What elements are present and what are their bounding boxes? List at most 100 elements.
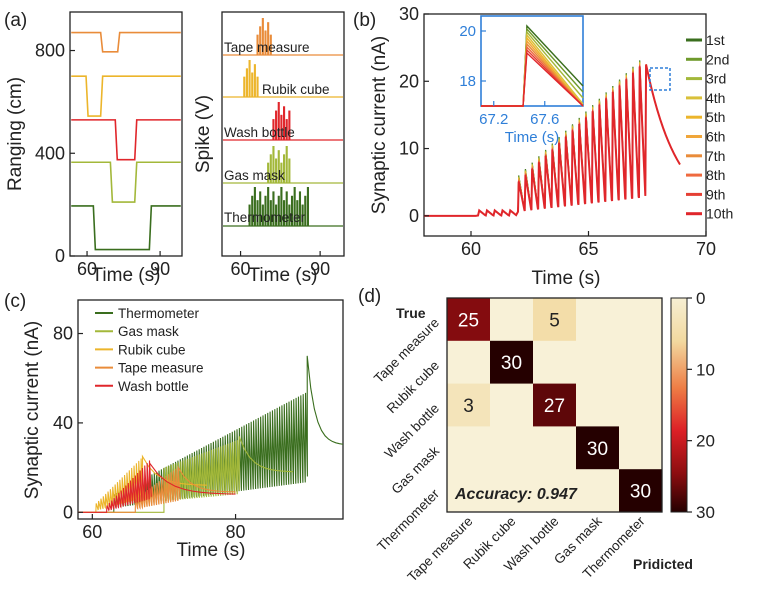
spike-bar: [285, 119, 288, 140]
spike-bar: [288, 110, 291, 140]
b-inset-ytick-label: 20: [459, 23, 476, 40]
c-trace-wash-bottle: [78, 460, 236, 513]
spike-bar: [285, 146, 288, 183]
spike-bar: [280, 162, 283, 183]
spike-xlabel: Time (s): [249, 265, 318, 286]
spike-bar: [269, 154, 272, 183]
c-frame: [77, 299, 344, 520]
spike-bar: [285, 191, 288, 226]
spike-bar: [261, 18, 264, 55]
spike-bar: [301, 204, 304, 226]
c-trace-rubik-cube: [78, 454, 207, 513]
spike-bar: [275, 204, 278, 226]
cm-cell: [447, 383, 490, 427]
b-inset-xtick-label: 67.6: [530, 111, 559, 128]
cm-cell-value: 5: [549, 310, 560, 331]
b-legend-label: 3rd: [706, 71, 726, 87]
cm-cell-value: 30: [501, 353, 522, 374]
ranging-xtick-label: 90: [150, 259, 170, 279]
ranging-line-wash-bottle: [71, 119, 181, 161]
spike-bar: [283, 200, 286, 226]
spike-bar: [277, 102, 280, 140]
ranging-line-gas-mask: [71, 161, 181, 203]
spike-bar: [256, 76, 259, 97]
c-legend-label: Thermometer: [118, 306, 200, 321]
spike-bar: [269, 34, 272, 55]
b-xlabel: Time (s): [532, 268, 601, 289]
spike-bar: [248, 204, 251, 226]
cm-ylabel: Thermometer: [374, 486, 442, 554]
b-ylabel: Synaptic current (nA): [369, 36, 390, 214]
undefined-xtick-label: 65: [578, 239, 598, 259]
colorbar-tick-label: 10: [696, 360, 715, 379]
ranging-line-thermometer: [71, 205, 181, 251]
cm-accuracy: Accuracy: 0.947: [454, 486, 578, 503]
b-trace-10th: [424, 64, 681, 217]
synaptic-chart-c: 60 80 0 40 80 Time (s) Synaptic current (nA)…: [22, 299, 344, 561]
undefined-xtick-label: 70: [696, 239, 716, 259]
cm-cell: [533, 383, 576, 427]
cm-cell-value: 30: [587, 439, 608, 460]
c-legend-label: Rubik cube: [118, 342, 186, 357]
panel-label-a: (a): [4, 10, 27, 31]
b-legend-label: 9th: [706, 186, 725, 202]
colorbar-tick-label: 20: [696, 432, 715, 451]
spike-bar: [269, 200, 272, 226]
c-legend-label: Wash bottle: [118, 379, 189, 394]
spike-bar: [293, 187, 296, 226]
b-ytick-label: 0: [409, 206, 419, 226]
spike-bar: [245, 68, 248, 97]
ranging-ytick-label: 400: [35, 143, 65, 163]
ranging-line-rubik-cube: [71, 75, 181, 117]
ranging-frame: [69, 11, 183, 257]
ranging-xlabel: Time (s): [92, 265, 161, 286]
cm-cell-value: 3: [463, 396, 474, 417]
ranging-ytick-label: 800: [35, 41, 65, 61]
spike-bar: [259, 191, 262, 226]
b-inset-ytick-label: 18: [459, 73, 476, 90]
spike-bar: [267, 162, 270, 183]
spike-chart: Tape measure Rubik cube Wash bottle Gas mas…: [193, 11, 345, 286]
c-legend-label: Tape measure: [118, 361, 204, 376]
spike-label: Wash bottle: [224, 125, 295, 140]
c-xlabel: Time (s): [177, 540, 246, 561]
c-legend-label: Gas mask: [118, 324, 179, 339]
cm-frame: [446, 297, 663, 513]
spike-label: Gas mask: [224, 168, 285, 183]
undefined-xtick-label: 60: [461, 239, 481, 259]
cm-true-label: True: [396, 305, 426, 321]
spike-bar: [251, 195, 254, 226]
spike-bar: [298, 191, 302, 226]
panel-label-b: (b): [353, 10, 376, 31]
ranging-ytick-label: 0: [55, 246, 65, 266]
spike-bar: [267, 187, 270, 226]
spike-bar: [267, 22, 270, 56]
b-frame: [423, 13, 707, 237]
spike-bar: [277, 195, 280, 226]
undefined-xtick-label: 60: [82, 522, 102, 542]
cm-cell: [447, 298, 490, 341]
spike-bar: [275, 110, 278, 140]
cm-cell-value: 27: [544, 396, 565, 417]
spike-bar: [272, 146, 275, 183]
spike-bar: [272, 119, 275, 140]
cm-cell: [490, 340, 533, 384]
cm-cell-value: 30: [630, 482, 651, 503]
spike-bar: [306, 187, 309, 226]
b-legend-label: 7th: [706, 148, 725, 164]
spike-bar: [261, 204, 264, 226]
colorbar-tick-label: 30: [696, 503, 715, 522]
b-legend-label: 5th: [706, 109, 725, 125]
spike-bar: [275, 158, 278, 183]
spike-bar: [251, 72, 254, 97]
c-ytick-label: 80: [53, 324, 73, 344]
spike-bar: [296, 200, 299, 226]
b-ytick-label: 10: [399, 139, 419, 159]
spike-bar: [256, 34, 259, 55]
b-inset-trace: [481, 51, 584, 107]
c-ytick-label: 40: [53, 413, 73, 433]
ranging-chart: 60 90 0 400 800 Time (s) Ranging (cm): [5, 11, 183, 286]
spike-bar: [288, 204, 291, 226]
